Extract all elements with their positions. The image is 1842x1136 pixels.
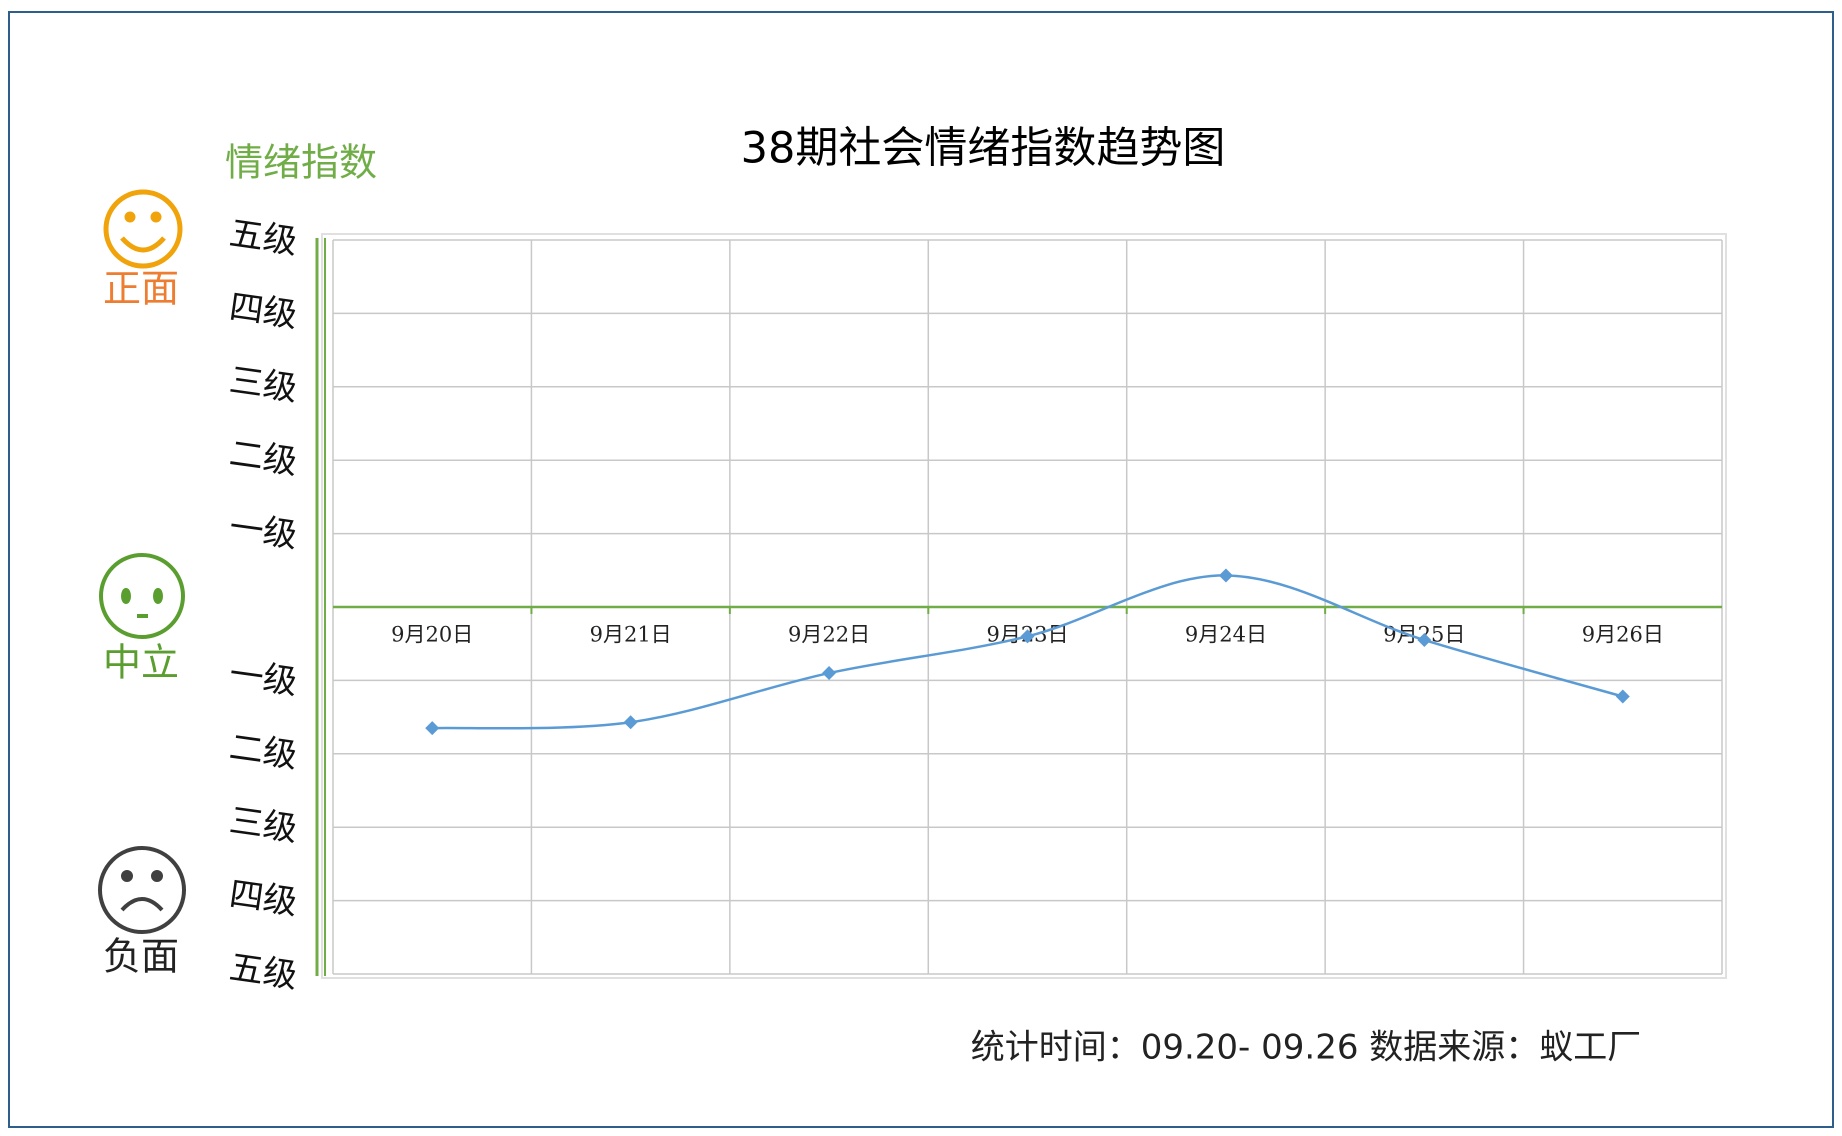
- data-point: [1218, 568, 1233, 583]
- y-tick-label: 五级: [227, 213, 300, 262]
- y-axis-label: 情绪指数: [225, 141, 377, 185]
- y-tick-label: 二级: [227, 434, 300, 483]
- data-point: [1020, 629, 1035, 644]
- data-point: [1615, 689, 1630, 704]
- plot-frame: [321, 233, 1727, 979]
- y-tick-label: 三级: [227, 801, 300, 850]
- happy-face: [103, 189, 183, 269]
- chart-title: 38期社会情绪指数趋势图: [741, 124, 1226, 174]
- sad-face: [98, 846, 186, 934]
- x-tick-label: 9月22日: [788, 623, 870, 647]
- footer: 统计时间：09.20- 09.26 数据来源：蚁工厂: [971, 1028, 1642, 1068]
- y-tick-label: 五级: [227, 947, 300, 996]
- y-tick-label: 一级: [227, 654, 300, 703]
- positive-label: 正面: [103, 267, 179, 311]
- data-point: [425, 721, 440, 736]
- y-tick-label: 二级: [227, 727, 300, 776]
- series-line: [432, 574, 1624, 730]
- y-tick-label: 四级: [227, 287, 300, 336]
- y-tick-label: 三级: [227, 360, 300, 409]
- data-point: [1417, 633, 1432, 648]
- data-point: [822, 666, 837, 681]
- neutral-face: [99, 553, 185, 639]
- frame: [8, 11, 1834, 1128]
- y-tick-label: 一级: [227, 507, 300, 556]
- x-tick-label: 9月20日: [391, 623, 473, 647]
- x-tick-label: 9月26日: [1582, 623, 1664, 647]
- y-tick-label: 四级: [227, 874, 300, 923]
- negative-label: 负面: [103, 935, 179, 979]
- x-tick-label: 9月24日: [1185, 623, 1267, 647]
- data-point: [623, 715, 638, 730]
- x-tick-label: 9月21日: [590, 623, 672, 647]
- neutral-label: 中立: [103, 641, 179, 685]
